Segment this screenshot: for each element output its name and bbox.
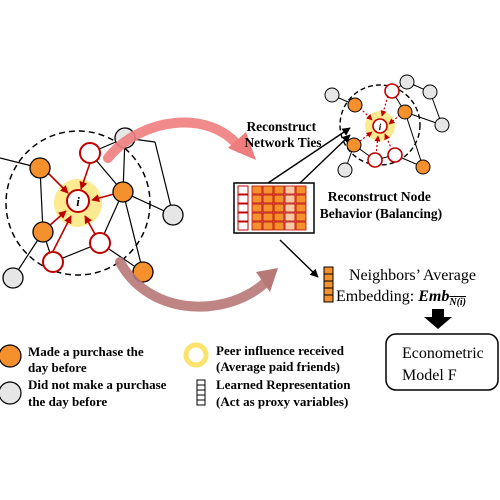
matrix-cell-focal — [237, 185, 249, 195]
neighbors-average-label: Neighbors’ Average — [349, 267, 476, 284]
matrix-cell — [284, 185, 296, 195]
matrix-cell — [273, 194, 285, 204]
matrix-cell — [273, 203, 285, 213]
matrix-cell — [262, 221, 274, 231]
legend-yellow-ring-icon — [183, 342, 209, 368]
bottom-curved-arrow — [115, 257, 273, 312]
reconstructed-network: i — [324, 74, 450, 178]
matrix-cell — [295, 185, 307, 195]
matrix-cell — [284, 194, 296, 204]
legend-purchased-label: Made a purchase the day before — [28, 344, 147, 375]
matrix-cell — [295, 212, 307, 222]
left-node-white-1 — [79, 142, 101, 164]
matrix-cell — [262, 212, 274, 222]
matrix-cell — [284, 203, 296, 213]
matrix-cell — [262, 203, 274, 213]
matrix-cell — [273, 185, 285, 195]
matrix-cell-focal — [237, 203, 249, 213]
left-node-orange-3 — [32, 221, 54, 243]
embedding-label: Embedding: EmbN(i) — [336, 288, 466, 308]
matrix-cell — [284, 221, 296, 231]
embedding-matrix — [233, 182, 315, 234]
legend-stack-icon — [196, 379, 206, 406]
matrix-cell-focal — [237, 194, 249, 204]
matrix-cell-focal — [237, 212, 249, 222]
left-focal-node — [66, 189, 90, 213]
legend-gray-node-icon — [0, 381, 22, 405]
matrix-cell — [273, 212, 285, 222]
embedding-vector-icon — [323, 266, 334, 303]
matrix-cell — [251, 221, 263, 231]
reconstruct-behavior-label: Reconstruct Node Behavior (Balancing) — [320, 189, 442, 221]
left-node-white-3 — [42, 251, 64, 273]
left-node-white-2 — [89, 232, 111, 254]
left-node-orange-2 — [112, 181, 134, 203]
legend: Made a purchase the day before Did not m… — [0, 342, 354, 409]
matrix-cell — [251, 185, 263, 195]
reconstruct-ties-label: Reconstruct Network Ties — [244, 119, 321, 150]
matrix-cell — [251, 194, 263, 204]
right-ego-boundary — [339, 84, 421, 166]
matrix-cell — [284, 212, 296, 222]
legend-orange-node-icon — [0, 344, 22, 368]
legend-not-purchased-label: Did not make a purchase the day before — [28, 377, 170, 409]
matrix-cell — [295, 221, 307, 231]
matrix-cell — [262, 194, 274, 204]
left-node-orange-4 — [132, 261, 154, 283]
econometric-arrow-icon — [424, 309, 452, 329]
legend-peer-influence-label: Peer influence received (Average paid fr… — [216, 343, 347, 374]
matrix-cell — [251, 212, 263, 222]
matrix-cell — [295, 203, 307, 213]
matrix-cell — [295, 194, 307, 204]
left-node-gray-3 — [162, 204, 184, 226]
matrix-cell — [273, 221, 285, 231]
econometric-model-box — [385, 333, 499, 391]
right-focal-label: i — [379, 122, 382, 132]
left-node-orange-1 — [29, 157, 51, 179]
left-node-gray-4 — [2, 267, 24, 289]
left-focal-label: i — [76, 194, 80, 209]
econometric-model-label: Econometric Model F — [402, 345, 488, 384]
matrix-cell — [262, 185, 274, 195]
top-curved-arrow — [103, 117, 245, 163]
legend-learned-rep-label: Learned Representation (Act as proxy var… — [216, 377, 354, 409]
left-network: i — [0, 127, 184, 289]
matrix-cell-focal — [237, 221, 249, 231]
matrix-cell — [251, 203, 263, 213]
transfer-arrows — [103, 117, 278, 312]
left-ego-boundary — [5, 130, 151, 276]
